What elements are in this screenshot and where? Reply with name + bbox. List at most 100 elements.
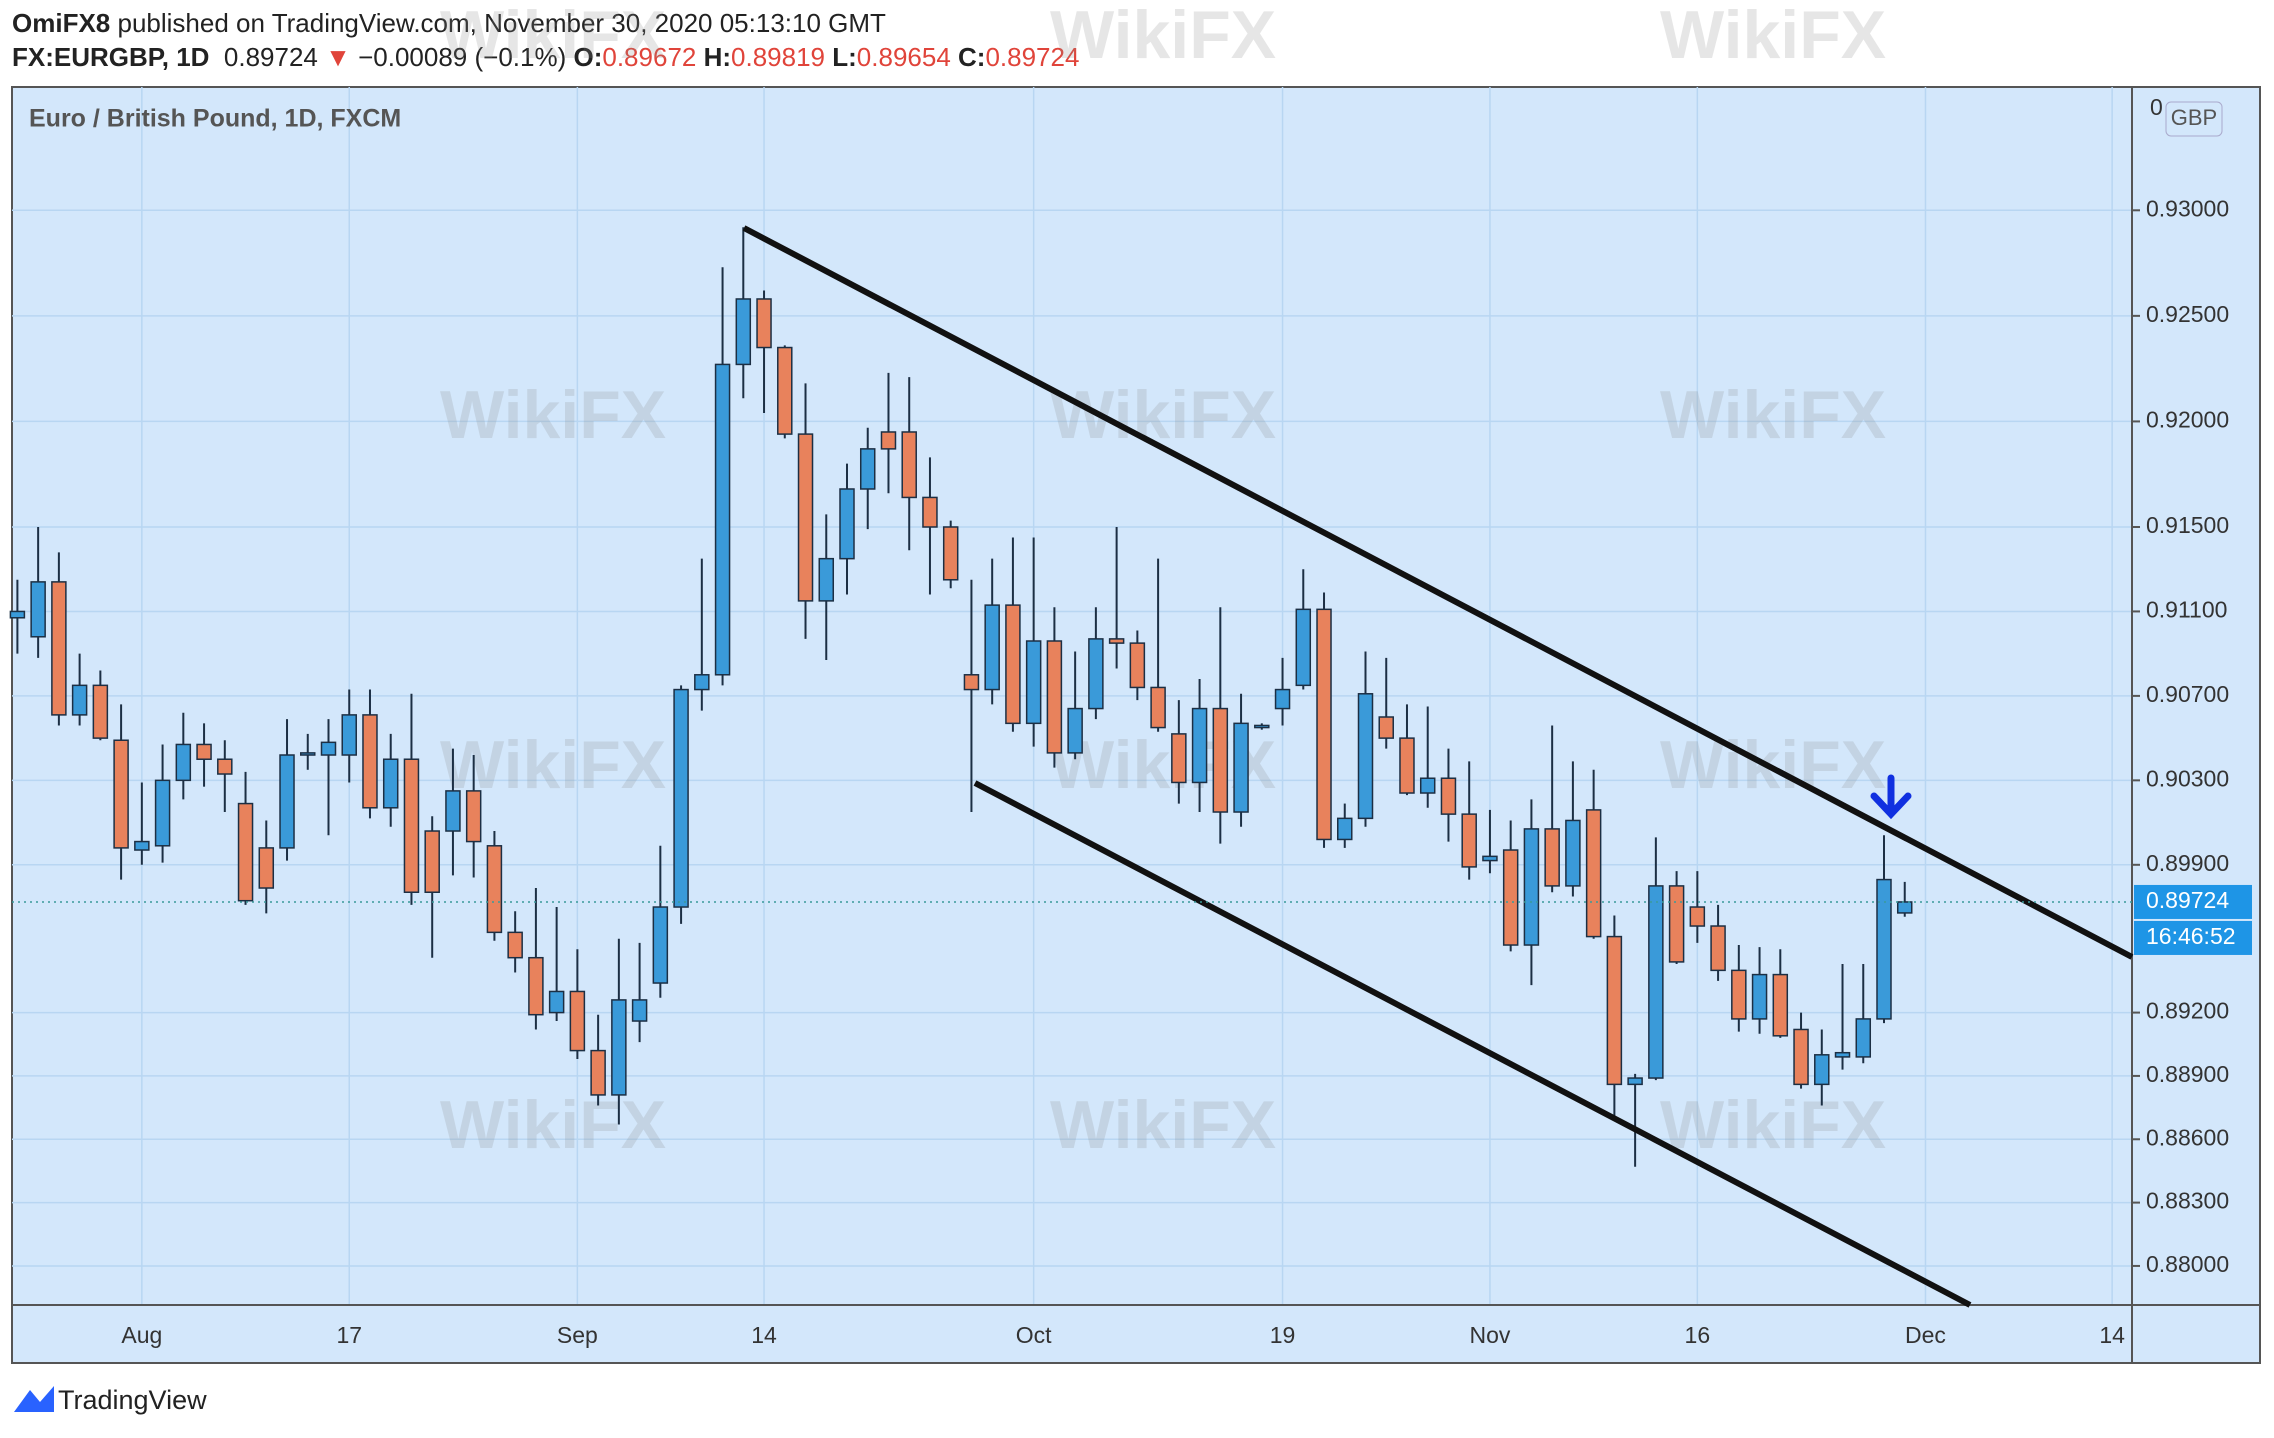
- candle-body: [1668, 885, 1685, 963]
- candle-body: [1005, 604, 1021, 725]
- watermark: WikiFX: [1660, 0, 1886, 73]
- candle-body: [1689, 906, 1706, 927]
- candle-body: [175, 743, 192, 782]
- candle-body: [92, 684, 109, 739]
- candle-body: [942, 526, 959, 581]
- tradingview-logo: [14, 1386, 54, 1412]
- candle-body: [797, 433, 814, 602]
- y-tick-label: 0.89900: [2146, 850, 2229, 876]
- candle-body: [839, 488, 855, 560]
- candle-body: [1088, 638, 1104, 710]
- candle-body: [258, 847, 275, 889]
- candle-body: [113, 739, 129, 849]
- candle-body: [984, 604, 1000, 691]
- countdown: 16:46:52: [2146, 923, 2236, 949]
- x-tick-label: Sep: [557, 1322, 598, 1348]
- candle-body: [1814, 1054, 1830, 1086]
- watermark: WikiFX: [1050, 1087, 1276, 1163]
- watermark: WikiFX: [1050, 377, 1276, 453]
- header-line-2: FX:EURGBP, 1D 0.89724 ▼ −0.00089 (−0.1%)…: [12, 40, 1079, 74]
- candle-body: [548, 990, 565, 1014]
- header: OmiFX8 published on TradingView.com, Nov…: [12, 6, 1079, 74]
- candle-body: [1544, 828, 1560, 887]
- down-arrow: [1870, 774, 1912, 820]
- x-tick-label: Oct: [1016, 1322, 1052, 1348]
- cropped-tick-label: 0: [2150, 94, 2163, 120]
- candle-body: [71, 684, 88, 716]
- price: 0.89724: [223, 42, 318, 72]
- currency: GBP: [2171, 105, 2217, 130]
- candle-body: [1751, 973, 1768, 1020]
- candle-body: [237, 802, 254, 902]
- candle-body: [818, 557, 835, 602]
- candle-body: [1876, 878, 1892, 1020]
- candle-body: [9, 610, 26, 619]
- upper-channel-line: [742, 225, 2134, 960]
- candle-body: [611, 999, 627, 1096]
- header-line-1: OmiFX8 published on TradingView.com, Nov…: [12, 6, 1079, 40]
- candle-body: [1585, 809, 1602, 938]
- candle-body: [1150, 686, 1166, 729]
- candle-body: [1129, 642, 1146, 689]
- candle-body: [1648, 885, 1664, 1079]
- low: 0.89654: [856, 42, 951, 72]
- watermark: WikiFX: [440, 377, 666, 453]
- candle-body: [486, 845, 503, 934]
- watermark: WikiFX: [440, 1087, 666, 1163]
- candle-body: [424, 830, 440, 893]
- candle-body: [569, 990, 586, 1052]
- y-tick-label: 0.92000: [2146, 407, 2229, 433]
- y-tick-label: 0.90700: [2146, 681, 2229, 707]
- candle-body: [880, 431, 897, 450]
- currency-box: [2165, 101, 2223, 137]
- candle-body: [1337, 817, 1353, 841]
- candle-body: [1171, 733, 1187, 784]
- y-tick-label: 0.88600: [2146, 1124, 2229, 1150]
- candle-body: [1523, 828, 1540, 946]
- candle-body: [30, 581, 46, 638]
- watermark: WikiFX: [1660, 1087, 1886, 1163]
- candle-body: [1025, 640, 1042, 725]
- countdown-tag: [2134, 920, 2252, 955]
- candle-body: [859, 448, 876, 490]
- brand: TradingView: [58, 1385, 207, 1415]
- candle-body: [1772, 973, 1789, 1037]
- grid: [12, 87, 2132, 1305]
- candle-body: [1274, 688, 1291, 710]
- candle-body: [1378, 716, 1394, 739]
- chart-frame: [11, 86, 2261, 1364]
- x-tick-label: 14: [2099, 1322, 2125, 1348]
- watermark: WikiFX: [1660, 727, 1886, 803]
- candle-body: [403, 758, 420, 893]
- candle-body: [1502, 849, 1519, 946]
- candle-body: [756, 298, 772, 349]
- author: OmiFX8: [12, 8, 111, 38]
- candle-body: [465, 790, 482, 843]
- change-arrow: ▼: [325, 42, 351, 72]
- y-tick-label: 0.90300: [2146, 765, 2229, 791]
- h-label: H:: [703, 42, 732, 72]
- last-price-tag: [2134, 884, 2252, 919]
- watermark: WikiFX: [440, 0, 666, 73]
- watermarks: WikiFX WikiFX WikiFX WikiFX WikiFX WikiFX Wiki…: [440, 0, 1886, 1163]
- candle-body: [217, 758, 233, 775]
- x-tick-label: 14: [751, 1322, 777, 1348]
- watermark: WikiFX: [1050, 0, 1276, 73]
- x-tick-label: 17: [336, 1322, 362, 1348]
- change: −0.00089 (−0.1%): [358, 42, 567, 72]
- candle-body: [1254, 724, 1270, 729]
- overlay: 0.93000 0.92500 0.92000 0.91500 0.91100 0.907…: [12, 195, 2252, 1348]
- candle-body: [1357, 693, 1374, 820]
- y-tick-label: 0.91100: [2146, 597, 2227, 623]
- high: 0.89819: [731, 42, 826, 72]
- x-tick-label: 16: [1685, 1322, 1711, 1348]
- candle-body: [134, 840, 150, 851]
- candle-body: [196, 743, 212, 760]
- candle-body: [1461, 813, 1477, 868]
- candle-body: [1896, 901, 1913, 914]
- candle-body: [590, 1049, 606, 1096]
- candle-body: [445, 790, 461, 832]
- candle-body: [1440, 777, 1457, 815]
